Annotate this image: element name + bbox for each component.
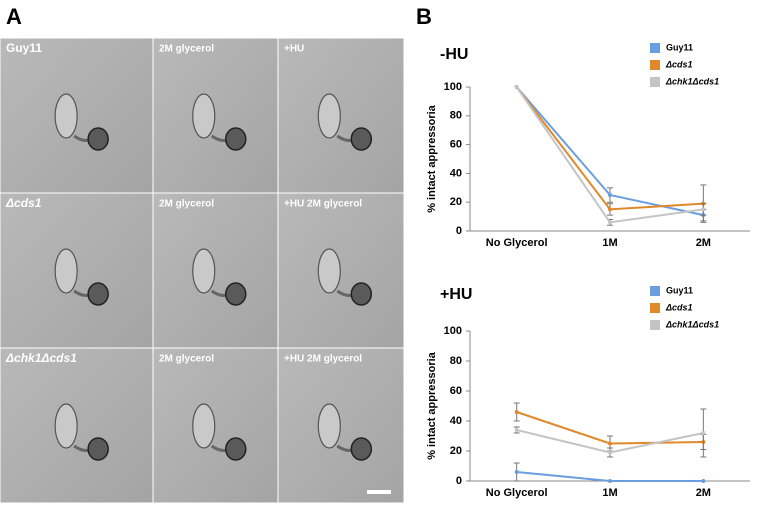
- data-point: [701, 479, 706, 483]
- x-tick-label: 1M: [602, 487, 617, 499]
- legend-swatch: [650, 60, 660, 70]
- appressorium: [350, 282, 373, 306]
- x-tick-label: 2M: [696, 237, 711, 249]
- appressorium: [225, 282, 247, 306]
- legend-swatch: [650, 286, 660, 296]
- appressorium: [87, 282, 109, 306]
- appressorium: [225, 127, 247, 151]
- conidium: [317, 248, 341, 294]
- panel-label: B: [416, 4, 432, 29]
- micrograph: [277, 347, 405, 504]
- x-tick-label: No Glycerol: [486, 487, 548, 499]
- chart-title: +HU: [440, 286, 472, 303]
- micrograph: [152, 37, 279, 194]
- x-tick-label: No Glycerol: [486, 237, 548, 249]
- y-tick-label: 80: [450, 110, 462, 122]
- x-tick-label: 1M: [602, 237, 617, 249]
- y-tick-label: 100: [444, 325, 462, 337]
- data-point: [608, 441, 612, 446]
- y-tick-label: 0: [456, 225, 462, 237]
- conidium: [192, 93, 216, 139]
- y-tick-label: 40: [450, 415, 462, 427]
- micrograph: [152, 347, 279, 504]
- micrograph-label: Guy11: [6, 41, 42, 55]
- legend-label: Δcds1: [665, 59, 693, 69]
- y-tick-label: 20: [450, 445, 462, 457]
- legend-swatch: [650, 303, 660, 313]
- legend-label: Guy11: [666, 42, 693, 52]
- chart-title: -HU: [440, 46, 468, 63]
- legend-label: Δchk1Δcds1: [665, 319, 719, 329]
- y-axis-title: % intact appressoria: [426, 351, 438, 459]
- y-tick-label: 40: [450, 167, 462, 179]
- y-tick-label: 80: [450, 355, 462, 367]
- micrograph-grid: Guy11 2M glycerol +HU Δcds1 2M glycerol +HU 2…: [0, 37, 405, 504]
- x-tick-label: 2M: [696, 487, 711, 499]
- conidium: [54, 248, 78, 294]
- legend-label: Guy11: [666, 285, 693, 295]
- micrograph-label: +HU 2M glycerol: [284, 199, 362, 210]
- y-tick-label: 60: [450, 139, 462, 151]
- data-point: [608, 450, 612, 455]
- legend-label: Δcds1: [665, 302, 693, 312]
- panel-label: A: [6, 4, 22, 29]
- data-point: [514, 85, 519, 89]
- conidium: [317, 403, 341, 449]
- legend-label: Δchk1Δcds1: [665, 76, 719, 86]
- legend-swatch: [650, 77, 660, 87]
- y-tick-label: 100: [444, 81, 462, 93]
- data-point: [514, 428, 519, 432]
- appressorium: [87, 127, 109, 151]
- data-point: [608, 207, 612, 212]
- data-point: [514, 410, 519, 414]
- micrograph-label: Δchk1Δcds1: [5, 351, 77, 365]
- data-point: [701, 207, 706, 212]
- y-tick-label: 20: [450, 196, 462, 208]
- micrograph-label: Δcds1: [5, 196, 42, 210]
- legend-swatch: [650, 320, 660, 330]
- appressorium: [87, 437, 109, 461]
- micrograph: [277, 37, 405, 194]
- data-point: [608, 193, 612, 197]
- micrograph: [152, 192, 279, 349]
- micrograph-label: +HU: [284, 44, 304, 55]
- legend-swatch: [650, 43, 660, 53]
- micrograph-label: 2M glycerol: [159, 199, 214, 210]
- data-point: [701, 431, 706, 435]
- appressorium: [350, 127, 373, 151]
- conidium: [192, 248, 216, 294]
- conidium: [317, 93, 341, 139]
- appressorium: [350, 437, 373, 461]
- data-point: [608, 220, 612, 225]
- data-point: [608, 479, 612, 483]
- conidium: [192, 403, 216, 449]
- appressorium: [225, 437, 247, 461]
- y-axis-title: % intact appressoria: [426, 104, 438, 212]
- conidium: [54, 93, 78, 139]
- conidium: [54, 403, 78, 449]
- micrograph: [277, 192, 405, 349]
- micrograph-label: 2M glycerol: [159, 44, 214, 55]
- micrograph-label: 2M glycerol: [159, 354, 214, 365]
- micrograph-label: +HU 2M glycerol: [284, 354, 362, 365]
- y-tick-label: 60: [450, 385, 462, 397]
- scale-bar: [367, 490, 391, 494]
- y-tick-label: 0: [456, 475, 462, 487]
- data-point: [514, 470, 519, 474]
